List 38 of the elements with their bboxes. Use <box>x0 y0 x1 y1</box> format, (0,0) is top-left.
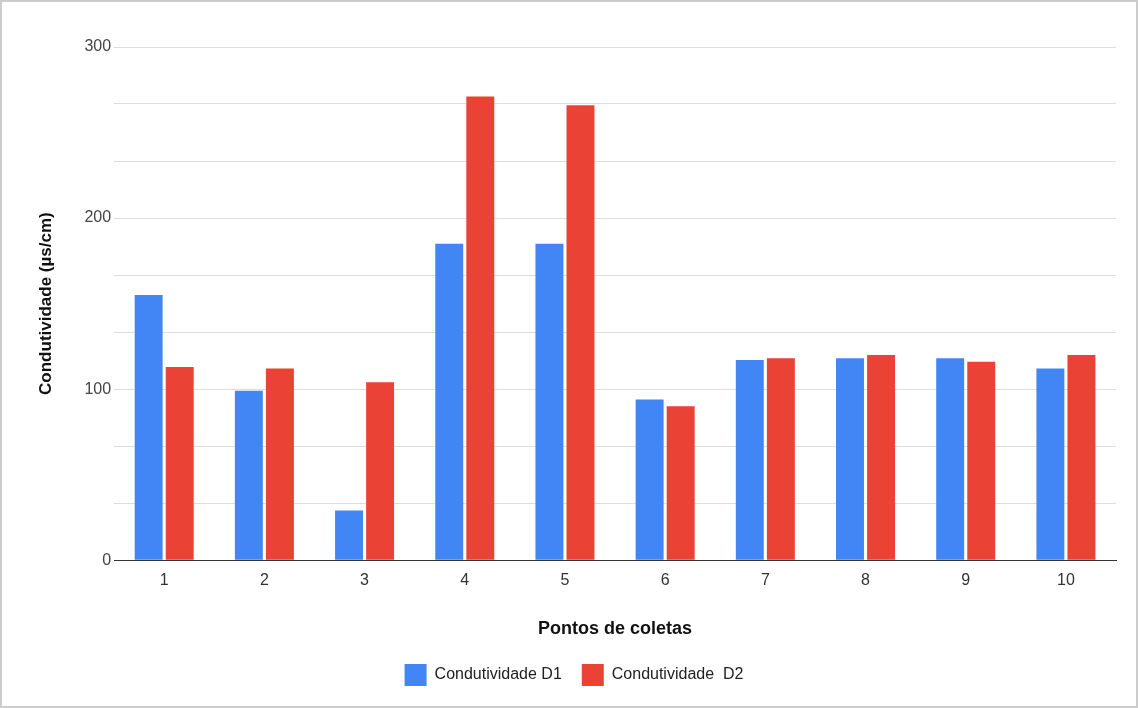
bar <box>936 358 965 560</box>
bar <box>1067 354 1096 560</box>
bar <box>234 390 263 560</box>
x-axis-title: Pontos de coletas <box>538 618 693 639</box>
bar <box>566 105 595 560</box>
x-tick-label: 10 <box>1057 571 1075 589</box>
bar <box>335 510 364 560</box>
x-tick-label: 8 <box>861 571 871 589</box>
bar <box>735 360 764 560</box>
bar <box>435 243 464 560</box>
x-tick-label: 3 <box>360 571 370 589</box>
y-axis-title: Condutividade (µs/cm) <box>35 212 55 395</box>
y-tick-label: 300 <box>84 37 112 55</box>
legend-label: Condutividade D1 <box>434 665 562 683</box>
bar <box>366 382 395 560</box>
y-tick-label: 100 <box>84 379 112 397</box>
x-tick-label: 1 <box>159 571 169 589</box>
x-tick-label: 7 <box>760 571 770 589</box>
bar <box>635 399 664 560</box>
bar <box>836 358 864 560</box>
bar <box>466 96 495 560</box>
bar <box>766 358 795 560</box>
bar <box>165 366 194 560</box>
x-tick-label: 2 <box>259 571 269 589</box>
x-tick-label: 5 <box>560 571 570 589</box>
bar <box>535 243 564 560</box>
bar <box>265 368 294 560</box>
y-tick-label: 200 <box>84 208 112 226</box>
x-tick-label: 6 <box>660 571 670 589</box>
bar <box>867 354 896 560</box>
y-tick-label: 0 <box>102 550 112 568</box>
bar <box>666 406 695 560</box>
x-tick-label: 9 <box>961 571 971 589</box>
legend-label: Condutividade D2 <box>611 665 744 683</box>
bar <box>967 361 996 560</box>
bar <box>134 295 163 560</box>
x-tick-label: 4 <box>460 571 470 589</box>
bar <box>1036 368 1065 560</box>
